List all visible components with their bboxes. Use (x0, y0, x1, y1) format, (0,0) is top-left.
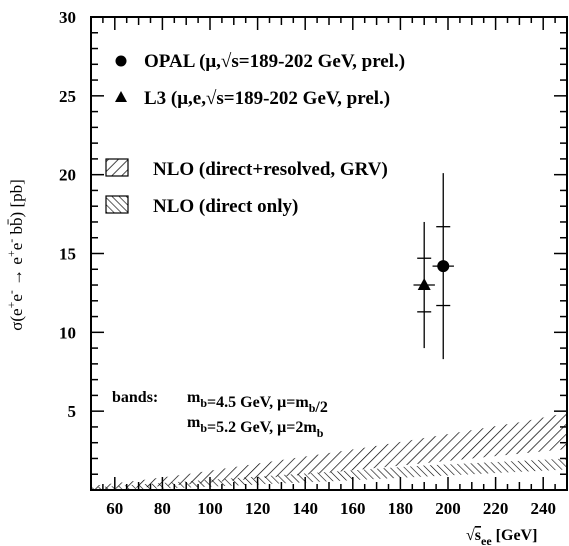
legend-circle-marker (115, 55, 127, 67)
svg-text:√see [GeV]: √see [GeV] (466, 527, 537, 546)
x-tick-label: 140 (292, 499, 318, 518)
l3-marker (417, 278, 431, 291)
x-tick-label: 180 (388, 499, 414, 518)
bands-annotation-line2: mb=5.2 GeV, μ=2mb (187, 414, 324, 440)
band-direct-resolved (91, 412, 567, 490)
data-point-l3 (413, 221, 435, 349)
legend-entry: OPAL (μ,√s=189-202 GeV, prel.) (115, 51, 405, 72)
legend-triangle-marker (115, 91, 127, 102)
legend-label: L3 (μ,e,√s=189-202 GeV, prel.) (144, 88, 390, 109)
bands-annotation: bands: mb=4.5 GeV, μ=mb/2 mb=5.2 GeV, μ=… (112, 389, 328, 440)
x-tick-label: 200 (435, 499, 461, 518)
plot-frame (90, 16, 568, 491)
y-tick-label: 5 (68, 402, 77, 421)
y-tick-label: 30 (59, 8, 76, 27)
legend-entry: NLO (direct only) (105, 195, 298, 217)
bands-annotation-line1: mb=4.5 GeV, μ=mb/2 (187, 389, 328, 416)
y-tick-label: 15 (59, 245, 76, 264)
x-tick-label: 220 (483, 499, 509, 518)
legend-label: NLO (direct only) (153, 196, 298, 217)
y-tick-label: 25 (59, 87, 76, 106)
x-tick-label: 100 (197, 499, 223, 518)
data-point-opal (432, 173, 454, 360)
x-axis-label: √see [GeV] (466, 527, 537, 546)
x-tick-label: 80 (154, 499, 171, 518)
svg-text:σ(e+e- → e+e- bb̄) [pb]: σ(e+e- → e+e- bb̄) [pb] (4, 179, 26, 331)
y-tick-label: 10 (59, 323, 76, 342)
legend-entry: L3 (μ,e,√s=189-202 GeV, prel.) (115, 88, 390, 109)
y-tick-label: 20 (59, 166, 76, 185)
legend-label: NLO (direct+resolved, GRV) (153, 159, 388, 180)
x-tick-label: 60 (106, 499, 123, 518)
opal-marker (437, 260, 450, 273)
legend-hatch-swatch (105, 195, 129, 214)
legend-label: OPAL (μ,√s=189-202 GeV, prel.) (144, 51, 405, 72)
legend-hatch-swatch (105, 158, 129, 177)
legend-entry: NLO (direct+resolved, GRV) (105, 158, 388, 180)
x-tick-label: 120 (245, 499, 271, 518)
x-tick-label: 160 (340, 499, 366, 518)
x-tick-label: 240 (530, 499, 556, 518)
y-axis-label: σ(e+e- → e+e- bb̄) [pb] (4, 179, 26, 331)
bands-annotation-prefix: bands: (112, 389, 158, 406)
